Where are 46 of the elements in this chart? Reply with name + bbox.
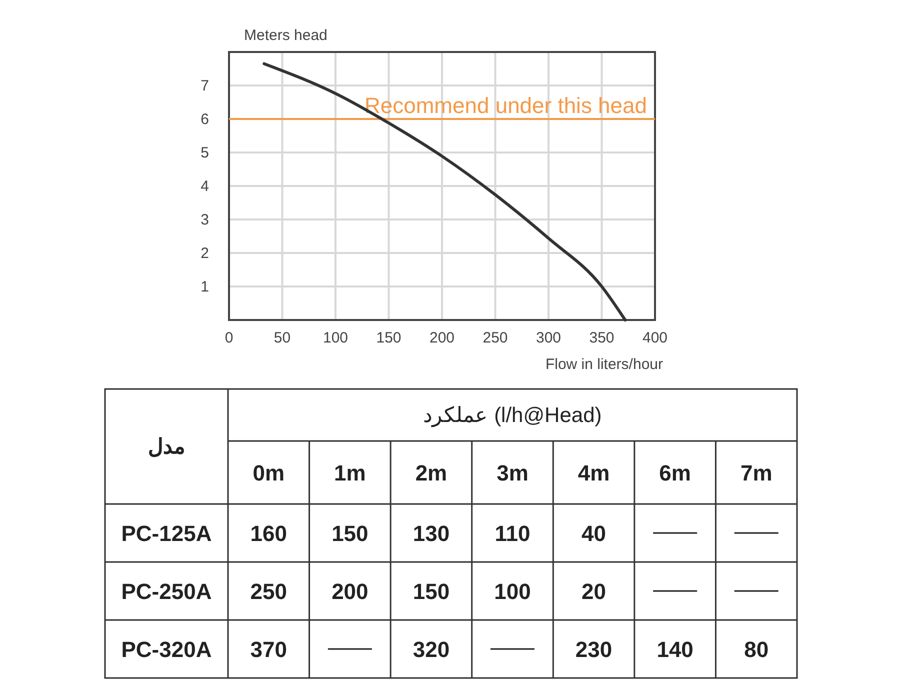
y-tick-label: 4	[200, 178, 209, 195]
data-label: 100	[494, 579, 531, 604]
data-label: 130	[412, 521, 450, 546]
x-tick-label: 3m	[496, 460, 528, 486]
data-label: 80	[744, 637, 769, 662]
data-label: 230	[575, 637, 612, 662]
x-tick-label: 400	[642, 330, 668, 347]
x-tick-label: 0m	[252, 460, 285, 486]
x-tick-label: 2m	[415, 460, 448, 486]
y-tick-label: 6	[200, 110, 209, 128]
data-label: 370	[250, 637, 287, 662]
x-tick-label: 100	[322, 330, 348, 347]
x-axis-title: Flow in liters/hour	[545, 356, 663, 373]
y-tick-label: 3	[200, 211, 209, 228]
x-tick-label: 4m	[578, 460, 610, 486]
data-label: 200	[332, 579, 368, 604]
x-tick-label: 350	[589, 330, 614, 347]
data-label: 150	[412, 579, 450, 604]
data-label: 40	[582, 521, 606, 546]
x-tick-label: 250	[482, 330, 508, 347]
ref-line-label: Recommend under this head	[364, 93, 647, 118]
x-tick-label: 0	[224, 330, 234, 347]
y-axis-title: مدل	[148, 436, 185, 458]
data-label: 110	[494, 521, 530, 546]
data-label: 140	[656, 637, 694, 662]
chart-title: عملکرد (l/h@Head)	[423, 404, 602, 428]
data-label: 320	[412, 637, 450, 662]
x-tick-label: 6m	[659, 460, 691, 486]
data-label: 160	[250, 521, 287, 546]
x-tick-label: 150	[376, 330, 402, 347]
x-tick-label: 50	[274, 330, 291, 347]
x-tick-label: 200	[429, 330, 455, 347]
y-tick-label: PC-250A	[121, 579, 212, 604]
y-tick-label: 7	[200, 77, 209, 94]
data-label: 250	[250, 579, 287, 604]
x-tick-label: 1m	[334, 460, 366, 486]
x-tick-label: 7m	[740, 460, 772, 486]
data-label: 150	[332, 521, 368, 546]
y-tick-label: 1	[200, 278, 209, 296]
x-tick-label: 300	[536, 330, 562, 347]
data-label: 20	[582, 579, 606, 604]
y-tick-label: 5	[200, 144, 209, 162]
y-tick-label: PC-125A	[121, 521, 212, 546]
y-tick-label: 2	[200, 244, 209, 262]
y-axis-title: Meters head	[244, 27, 328, 44]
y-tick-label: PC-320A	[121, 637, 212, 662]
